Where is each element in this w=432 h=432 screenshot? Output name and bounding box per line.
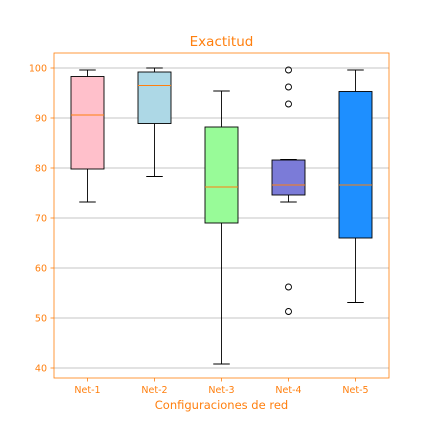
- y-tick-label: 60: [35, 263, 47, 274]
- y-tick-label: 90: [35, 113, 47, 124]
- outlier-point: [285, 308, 292, 315]
- box-net-3: [204, 90, 239, 365]
- iqr-box: [271, 159, 306, 196]
- chart-title: Exactitud: [190, 34, 254, 50]
- x-axis-ticks: Net-1 Net-2 Net-3 Net-4 Net-5: [74, 378, 369, 396]
- y-tick-label: 100: [29, 63, 47, 74]
- box-net-1: [70, 69, 105, 203]
- x-tick-label: Net-3: [208, 385, 234, 396]
- iqr-box: [137, 71, 172, 124]
- y-tick-label: 70: [35, 213, 47, 224]
- x-axis-label: Configuraciones de red: [155, 398, 288, 412]
- x-tick-label: Net-1: [74, 385, 100, 396]
- box-net-2: [137, 67, 172, 177]
- y-tick-label: 80: [35, 163, 47, 174]
- outlier-point: [285, 66, 292, 74]
- box-net-4: [271, 66, 306, 315]
- box-net-5: [338, 69, 373, 303]
- x-tick-label: Net-5: [342, 385, 368, 396]
- y-tick-label: 40: [35, 363, 47, 374]
- boxes-group: [70, 66, 373, 365]
- iqr-box: [70, 76, 105, 170]
- x-tick-label: Net-2: [141, 385, 167, 396]
- y-tick-label: 50: [35, 313, 47, 324]
- iqr-box: [204, 126, 239, 224]
- y-axis-ticks: 40 50 60 70 80 90 100: [29, 63, 54, 374]
- outlier-point: [285, 100, 292, 108]
- outlier-point: [285, 83, 292, 91]
- iqr-box: [338, 91, 373, 239]
- outlier-point: [285, 283, 292, 291]
- x-tick-label: Net-4: [275, 385, 301, 396]
